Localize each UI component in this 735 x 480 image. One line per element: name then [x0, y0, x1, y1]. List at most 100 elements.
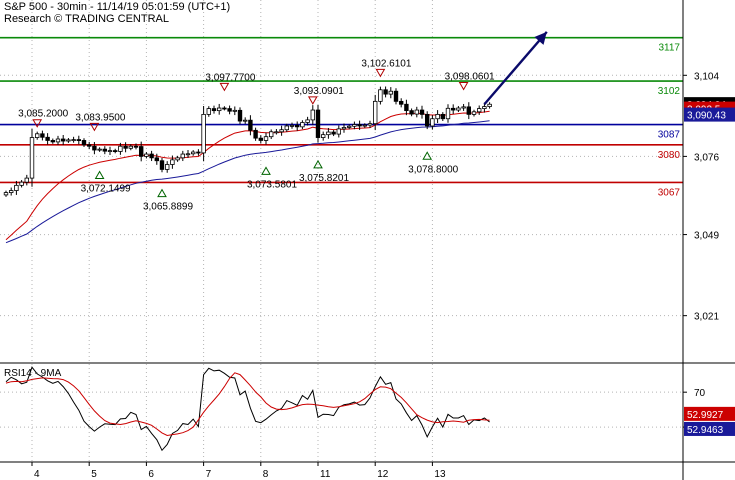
swing-high-label: 3,083.9500: [75, 112, 125, 123]
chart-subtitle: Research © TRADING CENTRAL: [4, 13, 169, 25]
time-tick-label: 7: [206, 469, 212, 480]
swing-high-marker: [458, 81, 469, 91]
chart-title: S&P 500 - 30min - 11/14/19 05:01:59 (UTC…: [4, 1, 231, 13]
candle-body: [154, 157, 159, 162]
candle-body: [50, 140, 55, 143]
axis-bg: [683, 0, 735, 480]
candle-body: [29, 137, 35, 179]
candle-body: [159, 160, 165, 170]
time-axis: 4 5 6 7 8 11 12 13: [0, 461, 735, 480]
swing-high-label: 3,102.6101: [361, 58, 411, 69]
candle-body: [14, 184, 19, 191]
price-tag-label: 3,090.43: [687, 111, 726, 122]
swing-low-label: 3,072.1499: [81, 184, 131, 195]
candle-body: [66, 139, 71, 142]
swing-low-marker: [422, 151, 433, 160]
swing-high-label: 3,085.2000: [18, 109, 68, 120]
price-panel-bg: [0, 0, 683, 362]
candle-body: [398, 100, 404, 105]
level-label: 3067: [658, 187, 681, 198]
forecast-arrow: [483, 31, 548, 106]
candle-body: [206, 108, 211, 115]
candle-body: [284, 125, 289, 131]
candle-body: [450, 107, 456, 111]
forecast-arrow-shaft: [483, 31, 548, 106]
candle-body: [367, 123, 373, 126]
candle-body: [190, 151, 196, 155]
candle-body: [419, 109, 425, 115]
candle-body: [196, 151, 201, 154]
rsi-series-line: [5, 372, 490, 437]
time-tick-label: 5: [91, 469, 97, 480]
rsi-tag-label: 52.9463: [687, 425, 724, 436]
candle-body: [383, 89, 388, 95]
level-label: 3087: [658, 130, 681, 141]
candle-body: [71, 139, 76, 141]
candle-body: [461, 106, 466, 109]
candle-body: [305, 119, 310, 123]
candle-body: [19, 181, 24, 186]
candle-body: [346, 125, 352, 128]
candle-body: [300, 122, 305, 128]
rsi-tag-box: [684, 421, 735, 436]
price-tick-label: 3,049: [694, 231, 719, 242]
candle-body: [123, 145, 128, 149]
swing-low-marker: [94, 170, 105, 180]
moving-averages: [5, 110, 490, 244]
candle-body: [216, 107, 222, 112]
swing-low-marker: [157, 188, 167, 198]
candle-body: [87, 144, 92, 147]
swing-low-label: 3,078.8000: [408, 164, 458, 175]
candle-body: [487, 103, 492, 107]
candle-body: [227, 108, 232, 112]
candle-body: [378, 89, 383, 102]
candle-body: [149, 153, 154, 159]
forecast-arrow-head: [534, 31, 547, 45]
swing-high-label: 3,098.0601: [445, 71, 495, 82]
candle-body: [61, 138, 66, 142]
candle-body: [113, 150, 118, 152]
rsi-series-line: [5, 366, 490, 452]
candle-body: [471, 111, 477, 115]
candle-body: [320, 134, 326, 138]
candle-body: [211, 108, 217, 112]
swing-high-label: 3,093.0901: [294, 86, 344, 97]
level-label: 3102: [658, 86, 681, 97]
candle-body: [144, 153, 149, 157]
candle-body: [362, 124, 367, 127]
grid: [0, 0, 683, 462]
candlesticks: [3, 86, 492, 197]
candle-body: [175, 157, 180, 161]
candle-body: [97, 148, 102, 151]
price-tick-label: 3,076: [694, 152, 719, 163]
time-tick-label: 4: [34, 469, 40, 480]
time-tick-label: 13: [434, 469, 446, 480]
swing-low-marker: [313, 159, 323, 169]
price-tick-label: 3,104: [694, 71, 719, 82]
swing-low-label: 3,065.8899: [143, 202, 193, 213]
horizontal-levels: 3117 3102 3087 3080 3067: [0, 36, 683, 198]
candle-body: [294, 124, 300, 128]
candle-body: [352, 124, 357, 127]
candle-body: [393, 90, 399, 102]
candle-body: [482, 106, 487, 109]
swing-high-marker: [219, 82, 230, 92]
candle-body: [164, 164, 170, 170]
time-tick-label: 12: [377, 469, 389, 480]
candle-body: [138, 146, 144, 157]
candle-body: [310, 109, 315, 121]
candle-body: [336, 128, 341, 135]
candle-body: [3, 192, 9, 196]
swing-high-marker: [375, 68, 386, 78]
candle-body: [253, 129, 258, 139]
candle-body: [435, 113, 440, 120]
candle-body: [326, 131, 331, 136]
candle-body: [133, 145, 139, 148]
swing-high-marker: [89, 122, 100, 132]
swing-high-marker: [32, 119, 43, 128]
candle-body: [456, 107, 461, 111]
candle-body: [55, 138, 61, 143]
candle-body: [258, 137, 263, 141]
swing-low-label: 3,075.8201: [299, 173, 349, 184]
